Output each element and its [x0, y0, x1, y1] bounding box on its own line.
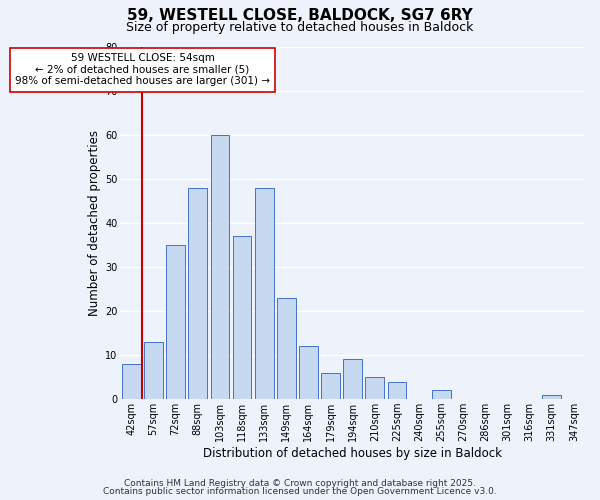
Bar	[166, 245, 185, 399]
Bar	[277, 298, 296, 399]
Bar	[144, 342, 163, 399]
Bar	[255, 188, 274, 399]
Bar	[299, 346, 318, 399]
Text: Contains HM Land Registry data © Crown copyright and database right 2025.: Contains HM Land Registry data © Crown c…	[124, 478, 476, 488]
Text: Size of property relative to detached houses in Baldock: Size of property relative to detached ho…	[127, 21, 473, 34]
Text: 59, WESTELL CLOSE, BALDOCK, SG7 6RY: 59, WESTELL CLOSE, BALDOCK, SG7 6RY	[127, 8, 473, 22]
Bar	[432, 390, 451, 399]
Text: Contains public sector information licensed under the Open Government Licence v3: Contains public sector information licen…	[103, 487, 497, 496]
Y-axis label: Number of detached properties: Number of detached properties	[88, 130, 101, 316]
Text: 59 WESTELL CLOSE: 54sqm
← 2% of detached houses are smaller (5)
98% of semi-deta: 59 WESTELL CLOSE: 54sqm ← 2% of detached…	[15, 53, 270, 86]
Bar	[388, 382, 406, 399]
Bar	[233, 236, 251, 399]
Bar	[321, 372, 340, 399]
Bar	[365, 377, 384, 399]
X-axis label: Distribution of detached houses by size in Baldock: Distribution of detached houses by size …	[203, 447, 502, 460]
Bar	[542, 395, 561, 399]
Bar	[188, 188, 207, 399]
Bar	[343, 360, 362, 399]
Bar	[211, 134, 229, 399]
Bar	[122, 364, 141, 399]
